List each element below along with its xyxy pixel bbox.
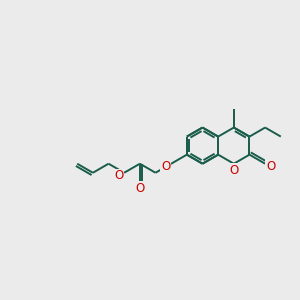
Text: O: O [266,160,275,173]
Text: O: O [229,164,239,177]
Text: O: O [135,182,145,195]
Text: O: O [161,160,170,173]
Text: O: O [114,169,123,182]
